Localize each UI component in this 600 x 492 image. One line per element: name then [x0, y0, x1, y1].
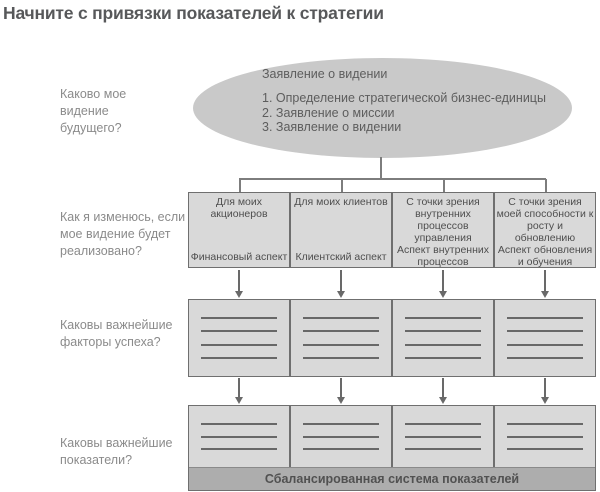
perspective-aspect: Аспект обновления и обучения — [497, 244, 593, 268]
blank-line — [405, 317, 481, 320]
blank-line — [405, 343, 481, 346]
vision-item: 1. Определение стратегической бизнес-еди… — [262, 91, 546, 105]
connector-stub — [443, 179, 445, 192]
blank-line — [201, 435, 277, 438]
question-vision: Каково мое видение будущего? — [60, 87, 127, 135]
perspective-audience: С точки зрения моей способности к росту … — [496, 196, 594, 244]
question-change: Как я изменюсь, если мое видение будет р… — [60, 210, 186, 258]
blank-line — [405, 448, 481, 451]
blank-line — [303, 356, 379, 359]
scorecard-block: Сбалансированная система показателей — [188, 405, 596, 491]
blank-line — [303, 330, 379, 333]
success-factors-cell — [289, 300, 391, 376]
vision-item: 2. Заявление о миссии — [262, 105, 395, 120]
perspective-aspect: Клиентский аспект — [295, 251, 387, 263]
success-factors-cell — [189, 300, 289, 376]
blank-line — [303, 448, 379, 451]
blank-line — [201, 448, 277, 451]
page-title: Начните с привязки показателей к стратег… — [3, 3, 384, 23]
blank-line — [507, 343, 583, 346]
blank-line — [201, 356, 277, 359]
blank-line — [303, 317, 379, 320]
blank-line — [303, 435, 379, 438]
blank-line — [405, 435, 481, 438]
blank-line — [507, 435, 583, 438]
perspective-audience: Для моих клиентов — [294, 196, 388, 208]
perspective-audience: С точки зрения внутренних процессов упра… — [406, 196, 480, 244]
blank-line — [303, 343, 379, 346]
blank-line — [405, 356, 481, 359]
vision-heading: Заявление о видении — [262, 67, 388, 81]
success-factors-cell — [493, 300, 595, 376]
blank-line — [201, 317, 277, 320]
blank-line — [507, 422, 583, 425]
blank-line — [303, 422, 379, 425]
arrow-down-icon — [541, 270, 549, 298]
indicators-cell — [391, 406, 493, 467]
scorecard-footer-label: Сбалансированная система показателей — [189, 467, 595, 490]
perspective-audience: Для моих акционеров — [210, 196, 268, 220]
blank-line — [507, 356, 583, 359]
vision-ellipse — [193, 58, 572, 158]
vision-statement: Заявление о видении 1. Определение страт… — [262, 67, 562, 135]
blank-line — [405, 422, 481, 425]
perspective-aspect: Аспект внутренних процессов — [396, 244, 490, 268]
connector-vertical-line — [380, 157, 382, 179]
indicators-cell — [189, 406, 289, 467]
arrow-down-icon — [541, 378, 549, 404]
blank-line — [507, 330, 583, 333]
blank-line — [201, 422, 277, 425]
connector-horizontal-line — [239, 178, 546, 180]
perspective-cell-financial: Для моих акционеров Финансовый аспект — [189, 193, 289, 267]
indicators-cell — [493, 406, 595, 467]
blank-line — [507, 448, 583, 451]
success-factors-cell — [391, 300, 493, 376]
success-factors-row — [188, 299, 596, 377]
blank-line — [201, 330, 277, 333]
perspective-cell-internal-processes: С точки зрения внутренних процессов упра… — [391, 193, 493, 268]
arrow-down-icon — [337, 270, 345, 298]
indicators-row — [189, 406, 595, 467]
perspectives-row: Для моих акционеров Финансовый аспект Дл… — [188, 192, 596, 268]
perspective-cell-learning-growth: С точки зрения моей способности к росту … — [493, 193, 595, 268]
question-success-factors: Каковы важнейшие факторы успеха? — [60, 318, 173, 349]
arrow-down-icon — [235, 270, 243, 298]
connector-stub — [239, 179, 241, 192]
blank-line — [201, 343, 277, 346]
arrow-down-icon — [439, 378, 447, 404]
vision-item: 3. Заявление о видении — [262, 120, 402, 134]
blank-line — [507, 317, 583, 320]
perspective-cell-customer: Для моих клиентов Клиентский аспект — [289, 193, 391, 267]
indicators-cell — [289, 406, 391, 467]
connector-stub — [341, 179, 343, 192]
arrow-down-icon — [439, 270, 447, 298]
arrow-down-icon — [235, 378, 243, 404]
question-indicators: Каковы важнейшие показатели? — [60, 436, 173, 467]
connector-stub — [545, 179, 547, 192]
arrow-down-icon — [337, 378, 345, 404]
perspective-aspect: Финансовый аспект — [190, 251, 288, 263]
blank-line — [405, 330, 481, 333]
